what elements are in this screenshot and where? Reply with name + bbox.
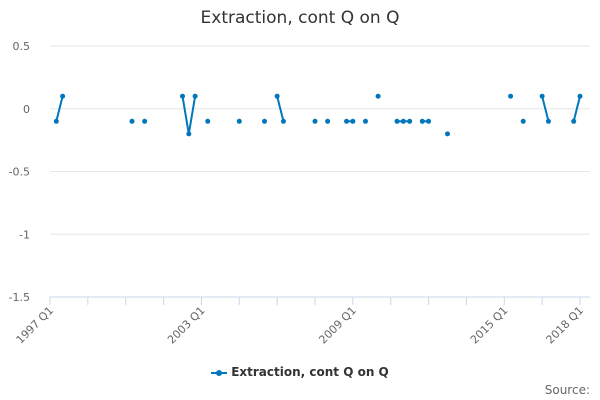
data-point	[262, 118, 268, 124]
data-point	[426, 118, 432, 124]
data-point	[520, 118, 526, 124]
data-point	[362, 118, 368, 124]
series-segment	[276, 95, 285, 122]
data-point	[407, 118, 413, 124]
y-tick-label: 0	[23, 103, 30, 116]
series-segment	[181, 96, 190, 135]
data-point	[236, 118, 242, 124]
series-segment	[541, 95, 550, 122]
source-label: Source:	[544, 383, 590, 397]
x-tick-label: 2015 Q1	[468, 304, 511, 347]
y-tick-label: 0.5	[13, 40, 31, 53]
legend-label: Extraction, cont Q on Q	[231, 365, 389, 379]
data-point	[142, 118, 148, 124]
data-point	[312, 118, 318, 124]
data-point	[375, 93, 381, 99]
x-tick-label: 2018 Q1	[544, 304, 587, 347]
data-point	[129, 118, 135, 124]
data-point	[60, 93, 66, 99]
legend-swatch	[211, 369, 228, 376]
data-point	[400, 118, 406, 124]
series-segment	[55, 95, 64, 122]
x-tick-label: 2009 Q1	[316, 304, 359, 347]
series-segment	[572, 95, 581, 122]
data-point	[180, 93, 185, 99]
data-point	[205, 118, 211, 124]
legend[interactable]: Extraction, cont Q on Q	[0, 365, 600, 379]
data-point	[325, 118, 331, 124]
data-point	[280, 118, 286, 124]
data-point	[508, 93, 514, 99]
y-tick-label: -1.5	[9, 291, 30, 304]
y-tick-label: -1	[19, 228, 30, 241]
data-point	[394, 118, 400, 124]
x-tick-label: 1997 Q1	[14, 304, 57, 347]
data-point	[445, 131, 450, 137]
data-point	[577, 93, 583, 99]
series-segment	[187, 96, 197, 135]
y-tick-label: -0.5	[9, 166, 30, 179]
data-point	[274, 93, 280, 99]
data-point	[344, 118, 350, 124]
x-tick-label: 2003 Q1	[165, 304, 208, 347]
data-point	[419, 118, 425, 124]
data-point	[53, 118, 59, 124]
data-point	[186, 131, 192, 137]
data-point	[545, 118, 551, 124]
data-point	[350, 118, 356, 124]
data-point	[571, 118, 577, 124]
chart-title: Extraction, cont Q on Q	[200, 8, 400, 28]
data-point	[192, 93, 198, 99]
data-point	[539, 93, 545, 99]
